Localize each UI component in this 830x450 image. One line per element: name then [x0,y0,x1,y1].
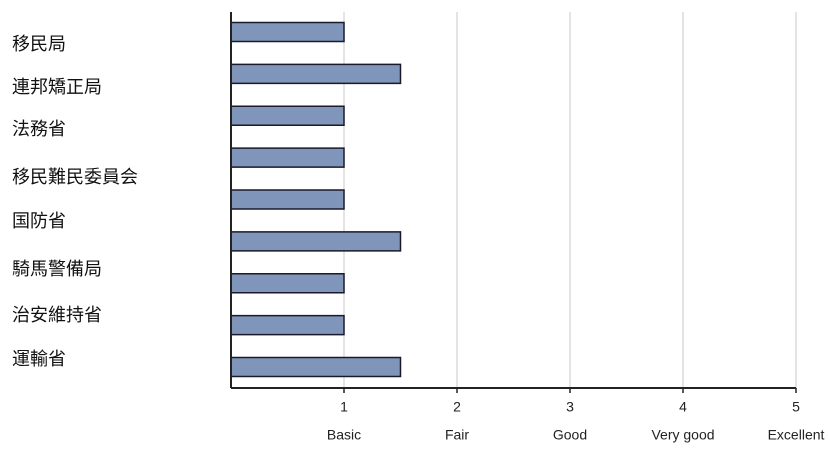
category-label: 移民難民委員会 [12,167,138,188]
bar [230,356,402,378]
bar [230,231,402,252]
bar [230,189,345,210]
category-label: 連邦矯正局 [12,77,102,98]
category-label: 法務省 [12,119,66,140]
x-tick-label: 4 [679,399,687,415]
x-tick-label: 1 [340,399,348,415]
bar [230,63,402,85]
bar [230,273,345,294]
x-tick-name: Excellent [768,427,825,443]
x-tick-label: 2 [453,399,461,415]
x-tick-name: Good [553,427,587,443]
x-tick-label: 3 [566,399,574,415]
bar [230,147,345,168]
bar [230,21,345,43]
category-label: 騎馬警備局 [12,259,102,280]
category-label: 移民局 [12,34,66,55]
bar [230,105,345,126]
category-label: 国防省 [12,211,66,232]
category-label: 運輸省 [12,349,66,370]
x-tick-name: Basic [327,427,361,443]
x-tick-name: Fair [445,427,469,443]
bar [230,314,345,336]
x-tick-label: 5 [792,399,800,415]
x-tick-name: Very good [651,427,714,443]
category-label: 治安維持省 [12,305,102,326]
